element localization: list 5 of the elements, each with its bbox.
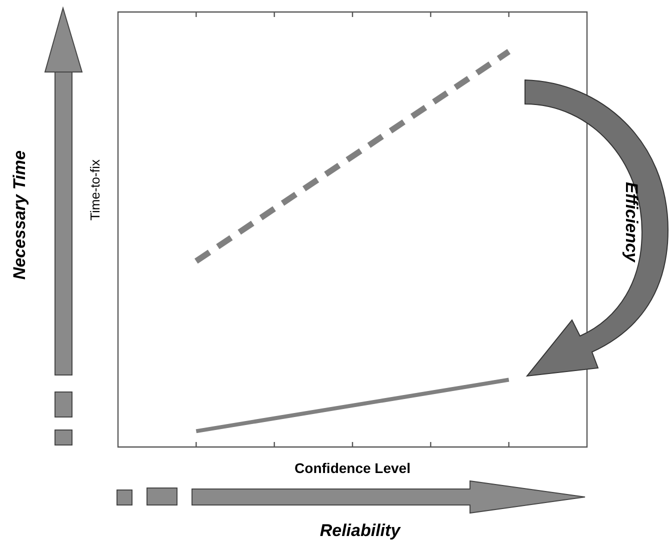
x-axis-title: Confidence Level <box>294 460 410 476</box>
text: Reliability <box>320 521 400 541</box>
text: Efficiency <box>621 182 641 262</box>
y-axis-title: Time-to-fix <box>88 159 103 220</box>
text: Necessary Time <box>10 150 30 280</box>
